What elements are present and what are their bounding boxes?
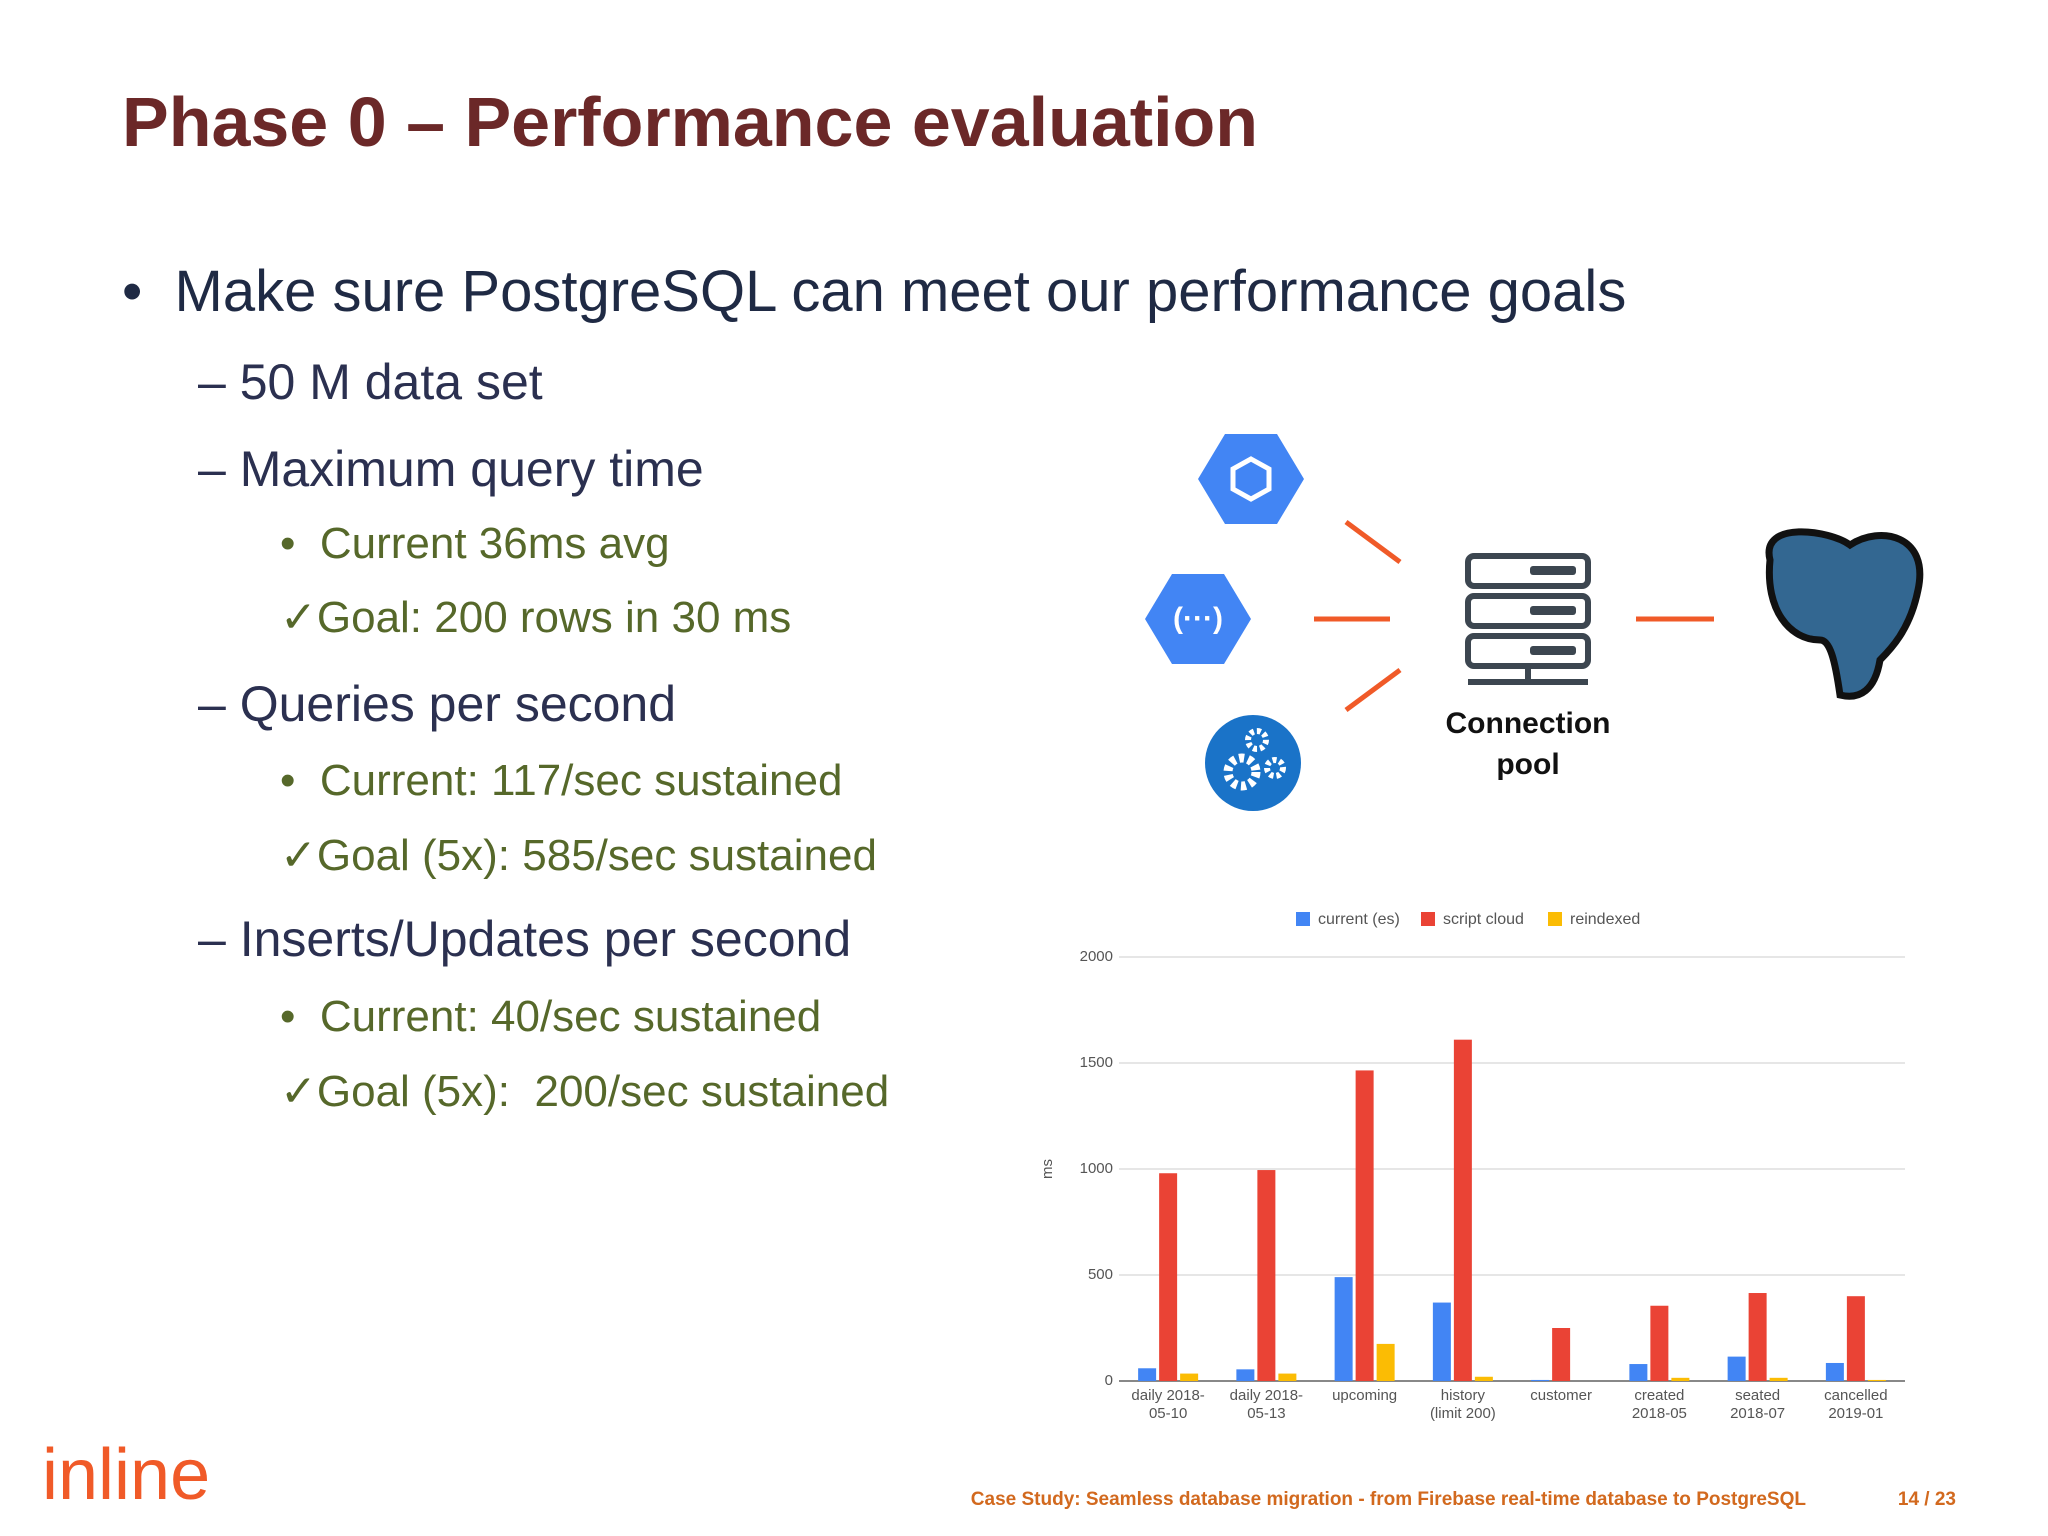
bar (1748, 1293, 1767, 1381)
gear-icon (1205, 715, 1301, 811)
legend-label: script cloud (1443, 911, 1524, 928)
gear-glyph (1245, 728, 1269, 752)
engine-icon (1198, 434, 1304, 524)
bullet-2: ✓Goal (5x): 585/sec sustained (280, 831, 877, 880)
y-axis-label: ms (1039, 1159, 1056, 1179)
pool-label: pool (1496, 748, 1559, 781)
bar (1552, 1328, 1571, 1381)
y-tick-label: 0 (1105, 1372, 1113, 1389)
bar (1159, 1173, 1178, 1381)
x-tick-label: daily 2018-05-10 (1131, 1387, 1205, 1422)
bar (1727, 1356, 1746, 1381)
postgres-icon (1765, 528, 1924, 700)
bar (1650, 1305, 1669, 1381)
diagram: (···) (1145, 434, 1924, 811)
bullet-1: – 50 M data set (198, 354, 543, 410)
gear-glyph (1223, 753, 1261, 791)
x-tick-label: history (limit 200) (1429, 1387, 1496, 1422)
bar (1257, 1170, 1276, 1381)
bar (1453, 1039, 1472, 1381)
bar (1629, 1364, 1648, 1381)
legend-swatch (1548, 912, 1562, 926)
bullet-2: • Current: 40/sec sustained (280, 992, 822, 1041)
bullet-2: • Current: 117/sec sustained (280, 756, 843, 805)
bullet-2: ✓Goal (5x): 200/sec sustained (280, 1067, 890, 1116)
bar (1474, 1376, 1493, 1381)
y-tick-label: 2000 (1080, 948, 1113, 965)
y-tick-label: 500 (1088, 1266, 1113, 1283)
bullet-0: • Make sure PostgreSQL can meet our perf… (122, 259, 1627, 324)
x-tick-label: upcoming (1332, 1387, 1398, 1404)
gear-glyph (1264, 757, 1286, 779)
footer-caption: Case Study: Seamless database migration … (971, 1489, 1807, 1510)
bar (1846, 1296, 1865, 1381)
bullet-1: – Inserts/Updates per second (198, 911, 852, 967)
engine-glyph (1230, 456, 1272, 502)
bar (1867, 1379, 1886, 1381)
slide-title: Phase 0 – Performance evaluation (122, 83, 1259, 161)
legend-label: reindexed (1570, 911, 1640, 928)
bullet-1: – Queries per second (198, 676, 677, 732)
bullet-2: ✓Goal: 200 rows in 30 ms (280, 593, 792, 642)
server-icon (1465, 553, 1591, 685)
legend-label: current (es) (1318, 911, 1400, 928)
bar (1236, 1369, 1255, 1381)
functions-icon (1145, 574, 1251, 664)
bar (1531, 1379, 1550, 1381)
bar (1180, 1373, 1199, 1381)
bullet-2: • Current 36ms avg (280, 519, 670, 568)
bar (1376, 1343, 1395, 1381)
bar (1334, 1277, 1353, 1381)
bar (1138, 1368, 1157, 1381)
logo: inline (42, 1435, 210, 1515)
bullet-1: – Maximum query time (198, 441, 704, 497)
y-tick-label: 1500 (1080, 1054, 1113, 1071)
x-tick-label: seated 2018-07 (1730, 1387, 1786, 1422)
x-tick-label: created 2018-05 (1631, 1387, 1687, 1422)
functions-glyph: (···) (1173, 602, 1223, 635)
bar (1278, 1373, 1297, 1381)
server-lights (1530, 566, 1576, 655)
bar (1432, 1302, 1451, 1381)
bar (1825, 1362, 1844, 1381)
legend-swatch (1296, 912, 1310, 926)
x-tick-label: cancelled 2019-01 (1824, 1387, 1888, 1422)
page-number: 14 / 23 (1898, 1489, 1956, 1510)
bar (1355, 1070, 1374, 1381)
arrows (1314, 519, 1714, 713)
arrow (1344, 667, 1402, 713)
x-tick-label: daily 2018-05-13 (1229, 1387, 1304, 1422)
pool-label: Connection (1446, 707, 1611, 740)
legend-swatch (1421, 912, 1435, 926)
x-tick-label: customer (1530, 1387, 1592, 1404)
bar (1769, 1377, 1788, 1381)
arrow (1344, 519, 1402, 565)
bar (1671, 1377, 1690, 1381)
y-tick-label: 1000 (1080, 1160, 1113, 1177)
